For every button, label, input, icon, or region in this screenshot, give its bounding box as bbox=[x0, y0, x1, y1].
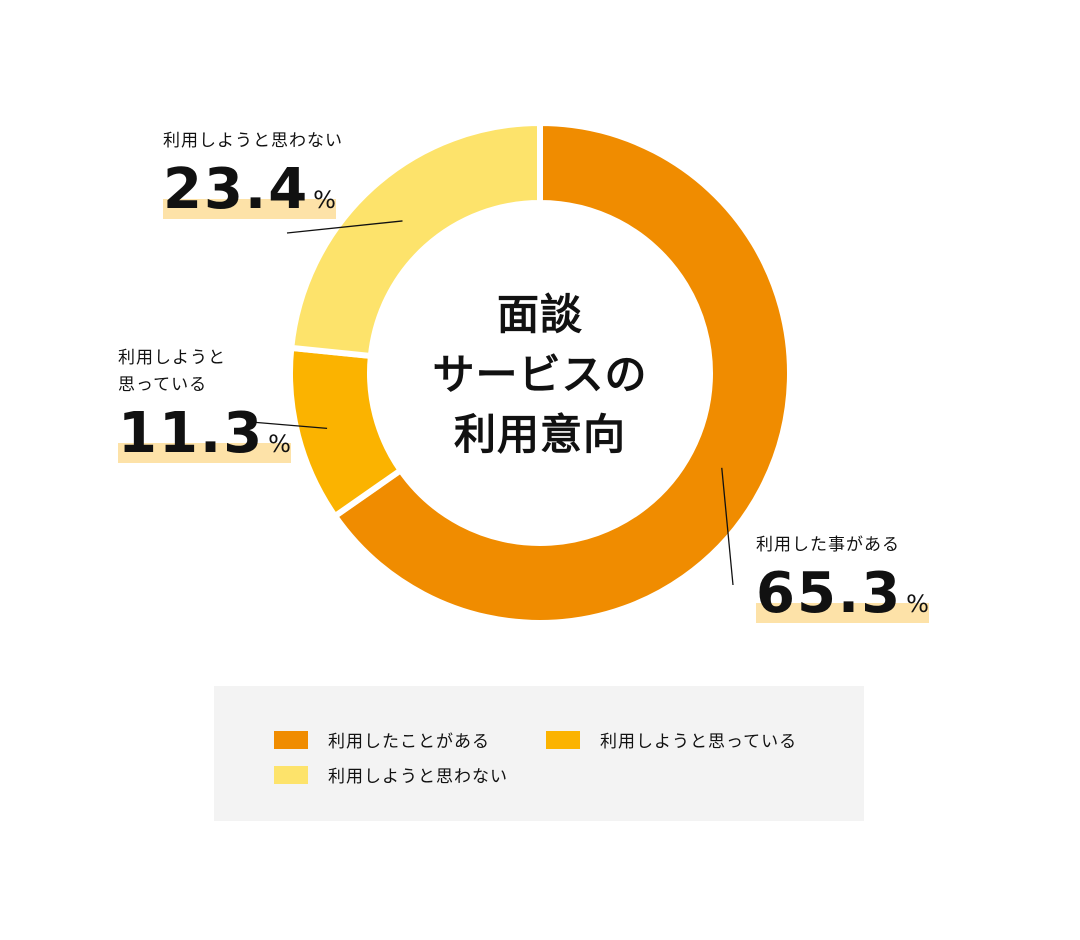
legend-item-have-used: 利用したことがある bbox=[274, 727, 490, 752]
callout-wont-use: 利用しようと思わない 23.4% bbox=[163, 128, 343, 219]
slice-wont-use bbox=[287, 119, 543, 360]
chart-title-line-3: 利用意向 bbox=[453, 410, 626, 459]
data-label-value-box: 23.4% bbox=[163, 161, 336, 219]
legend-swatch bbox=[546, 730, 580, 749]
leader-line-wont-use bbox=[286, 220, 403, 234]
chart-title-line-2: サービスの bbox=[432, 350, 648, 399]
data-label-value-box: 65.3% bbox=[756, 565, 929, 623]
data-label-unit: % bbox=[268, 430, 291, 458]
callout-have-used: 利用した事がある 65.3% bbox=[756, 532, 929, 623]
data-label-category: 利用した事がある bbox=[756, 535, 900, 555]
legend-label: 利用しようと思わない bbox=[328, 767, 508, 787]
data-label-value: 65.3 bbox=[756, 561, 903, 626]
chart-title-line-1: 面談 bbox=[496, 290, 583, 339]
data-label-value: 23.4 bbox=[163, 157, 310, 222]
data-label-category: 利用しようと思わない bbox=[163, 131, 343, 151]
callout-plan-to-use: 利用しようと 思っている 11.3% bbox=[118, 345, 291, 463]
data-label-value-box: 11.3% bbox=[118, 405, 291, 463]
legend-label: 利用しようと思っている bbox=[600, 732, 798, 752]
data-label-value: 11.3 bbox=[118, 401, 265, 466]
slice-have-used bbox=[330, 119, 793, 626]
legend: 利用したことがある 利用しようと思っている 利用しようと思わない bbox=[214, 686, 864, 821]
legend-label: 利用したことがある bbox=[328, 732, 490, 752]
data-label-category-line-1: 利用しようと bbox=[118, 348, 226, 368]
value-highlight bbox=[163, 199, 336, 219]
value-highlight bbox=[118, 443, 291, 463]
data-label-category: 利用しようと 思っている bbox=[118, 345, 291, 399]
data-label-unit: % bbox=[313, 186, 336, 214]
legend-swatch bbox=[274, 765, 308, 784]
leader-line-have-used bbox=[721, 467, 734, 586]
leader-line-plan-to-use bbox=[250, 421, 328, 430]
legend-item-plan-to-use: 利用しようと思っている bbox=[546, 727, 797, 752]
value-highlight bbox=[756, 603, 929, 623]
chart-title: 面談 サービスの 利用意向 bbox=[400, 285, 680, 465]
data-label-category-line-2: 思っている bbox=[118, 375, 208, 395]
legend-item-wont-use: 利用しようと思わない bbox=[274, 762, 508, 787]
legend-swatch bbox=[274, 730, 308, 749]
data-label-unit: % bbox=[906, 590, 929, 618]
